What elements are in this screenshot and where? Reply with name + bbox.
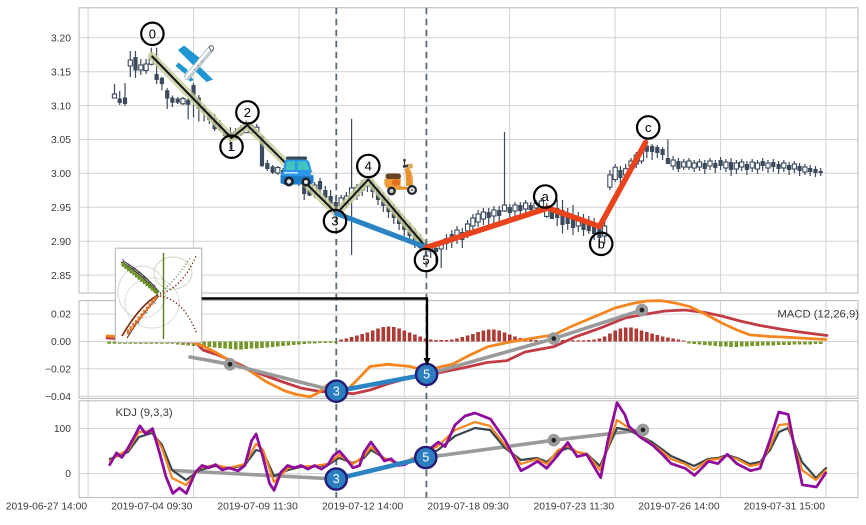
svg-text:−0.02: −0.02 (45, 365, 71, 376)
svg-text:2019-06-27 14:00: 2019-06-27 14:00 (6, 501, 88, 512)
svg-text:2.90: 2.90 (51, 237, 71, 248)
svg-text:−0.04: −0.04 (45, 392, 71, 403)
svg-text:5: 5 (423, 368, 430, 382)
svg-text:3.10: 3.10 (51, 101, 71, 112)
svg-text:2019-07-31 15:00: 2019-07-31 15:00 (744, 501, 826, 512)
svg-text:2019-07-09 11:30: 2019-07-09 11:30 (217, 501, 298, 512)
svg-text:0.00: 0.00 (51, 337, 71, 348)
svg-text:KDJ (9,3,3): KDJ (9,3,3) (116, 407, 173, 419)
svg-text:2019-07-18 09:30: 2019-07-18 09:30 (427, 501, 509, 512)
svg-text:0.02: 0.02 (51, 310, 71, 321)
svg-text:2: 2 (244, 105, 251, 120)
svg-text:a: a (542, 189, 550, 204)
svg-text:2.95: 2.95 (51, 203, 71, 214)
svg-text:c: c (645, 120, 652, 135)
svg-text:100: 100 (54, 424, 71, 435)
svg-text:3.00: 3.00 (51, 169, 71, 180)
svg-text:2019-07-26 14:00: 2019-07-26 14:00 (638, 501, 720, 512)
svg-text:3: 3 (333, 384, 340, 398)
svg-text:2019-07-23 11:30: 2019-07-23 11:30 (534, 501, 615, 512)
svg-text:5: 5 (422, 451, 429, 465)
svg-text:3.05: 3.05 (51, 135, 71, 146)
svg-text:1: 1 (228, 139, 235, 154)
svg-text:4: 4 (365, 159, 372, 174)
svg-text:2019-07-04 09:30: 2019-07-04 09:30 (111, 501, 193, 512)
svg-text:3: 3 (333, 472, 340, 486)
svg-text:5: 5 (422, 253, 429, 268)
svg-text:3.20: 3.20 (51, 33, 71, 44)
svg-text:0: 0 (65, 469, 71, 480)
svg-text:3: 3 (331, 214, 338, 229)
svg-text:MACD (12,26,9): MACD (12,26,9) (777, 309, 859, 321)
svg-text:2.85: 2.85 (51, 271, 71, 282)
svg-text:3.15: 3.15 (51, 67, 71, 78)
svg-text:2019-07-12 14:00: 2019-07-12 14:00 (322, 501, 404, 512)
svg-text:0: 0 (149, 26, 156, 41)
svg-text:b: b (598, 236, 605, 251)
